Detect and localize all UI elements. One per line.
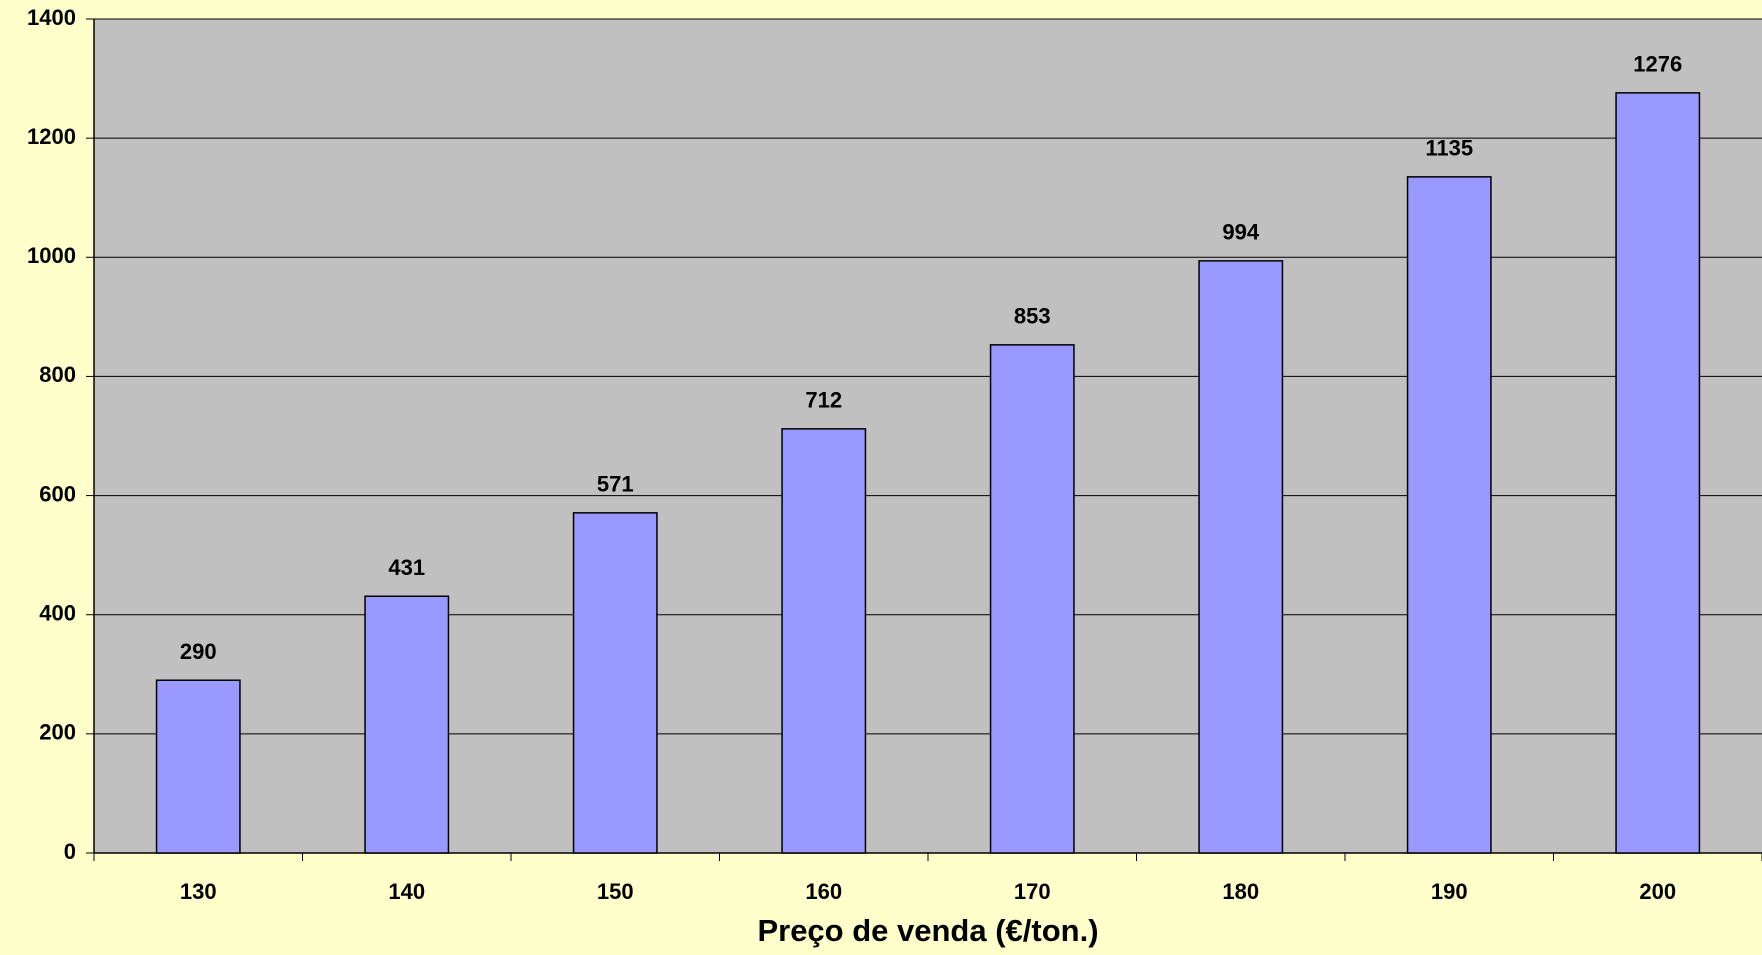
data-label: 290 (180, 639, 217, 664)
x-tick-label: 200 (1639, 879, 1676, 904)
data-label: 1135 (1425, 136, 1473, 161)
data-label: 994 (1222, 220, 1259, 245)
bar (155, 679, 241, 854)
data-label: 712 (805, 388, 842, 413)
bar (1406, 176, 1492, 854)
y-tick-label: 600 (39, 481, 76, 506)
plot-area (94, 19, 1762, 853)
x-tick-label: 180 (1222, 879, 1259, 904)
bar (364, 595, 450, 854)
bar (781, 428, 867, 854)
bar (572, 512, 658, 854)
y-tick-label: 400 (39, 601, 76, 626)
x-tick-label: 130 (180, 879, 217, 904)
y-tick-label: 1000 (27, 243, 76, 268)
y-tick-label: 1400 (27, 5, 76, 30)
x-tick-label: 150 (597, 879, 634, 904)
data-label: 431 (388, 555, 425, 580)
y-tick-label: 0 (64, 839, 76, 864)
y-tick-label: 1200 (27, 124, 76, 149)
bar (989, 344, 1075, 854)
x-tick-label: 160 (805, 879, 842, 904)
bar (1615, 92, 1701, 854)
data-label: 1276 (1633, 52, 1682, 77)
bar (1198, 260, 1284, 854)
data-label: 571 (597, 472, 634, 497)
data-label: 853 (1014, 304, 1051, 329)
x-tick-label: 140 (388, 879, 425, 904)
x-tick-label: 190 (1431, 879, 1468, 904)
y-tick-label: 200 (39, 720, 76, 745)
x-tick-label: 170 (1014, 879, 1051, 904)
x-axis-title: Preço de venda (€/ton.) (757, 913, 1098, 948)
y-tick-label: 800 (39, 362, 76, 387)
